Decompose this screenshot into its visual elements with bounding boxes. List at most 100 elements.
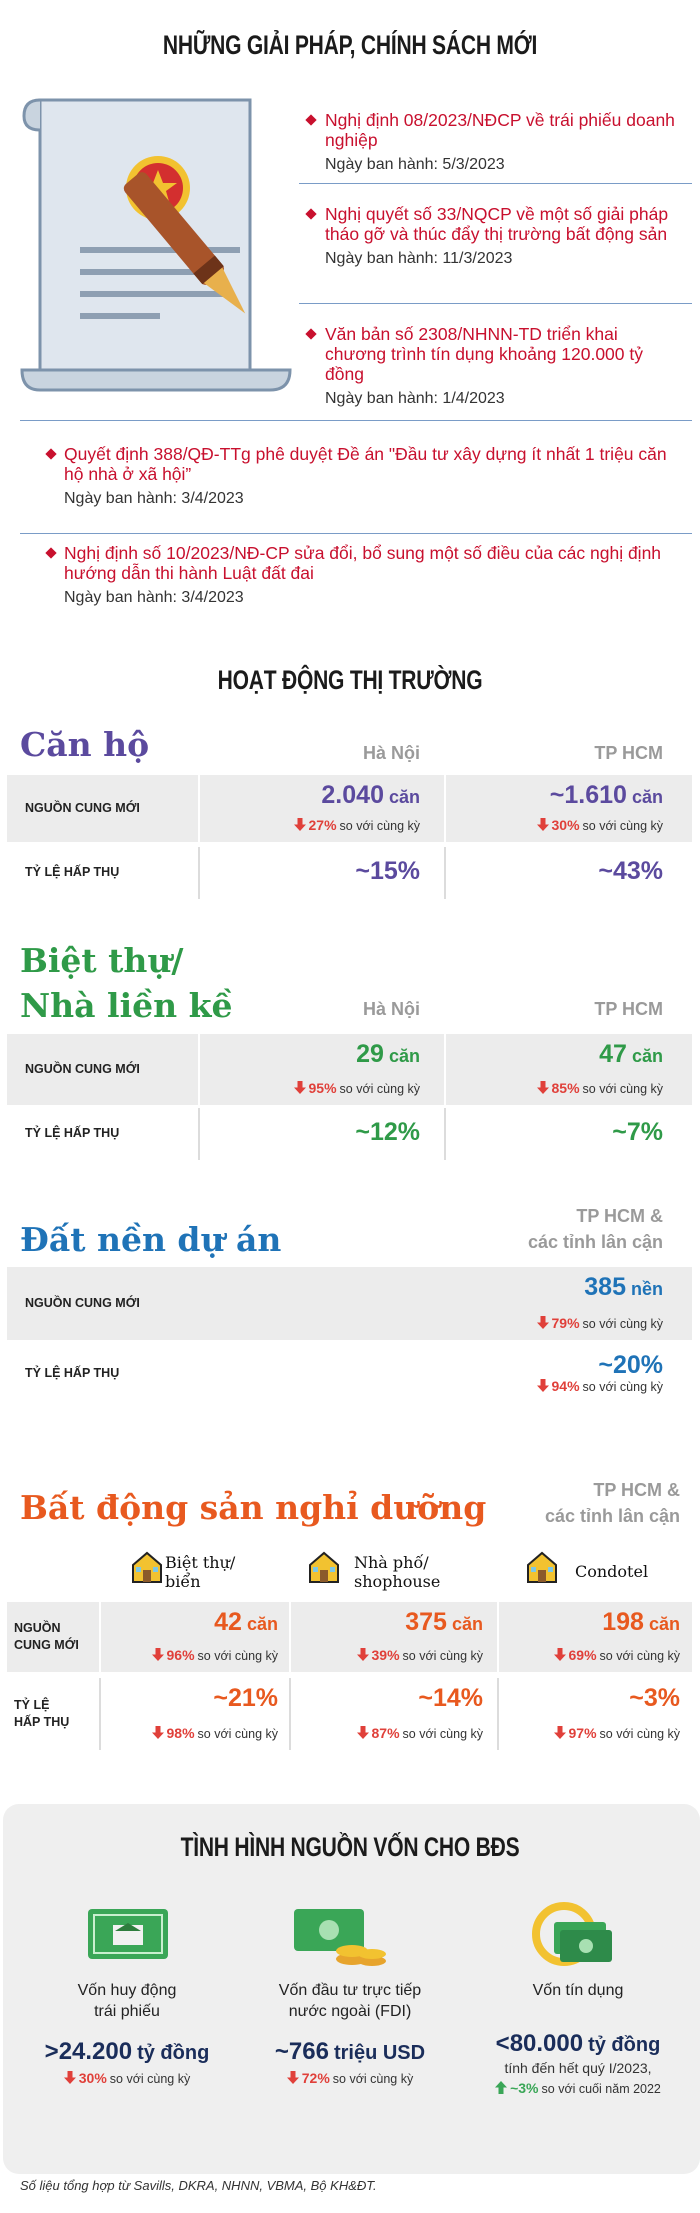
document-illustration (20, 98, 292, 392)
arrow-down-icon (553, 1726, 566, 1744)
arrow-down-icon (536, 1316, 549, 1334)
arrow-down-shape (356, 1726, 369, 1739)
column-divider (99, 1678, 101, 1750)
row-background (7, 847, 692, 899)
change: 27% (308, 817, 337, 833)
column-divider (497, 1602, 499, 1672)
arrow-down-shape (356, 1648, 369, 1661)
building-icon (309, 1551, 339, 1583)
row-label: TỶ LỆ HẤP THỤ (14, 1698, 70, 1729)
value: 29 (356, 1040, 384, 1068)
value: ~14% (418, 1684, 483, 1712)
section-title: Đất nền dự án (20, 1220, 282, 1259)
unit: căn (388, 787, 420, 807)
unit: căn (631, 1046, 663, 1066)
row-background (7, 1345, 692, 1403)
change: 69% (568, 1647, 597, 1663)
funding-item: Vốn huy động trái phiếu >24.200 tỷ đồng 30%… (17, 1980, 237, 2089)
bullet-diamond (305, 328, 317, 340)
arrow-down-icon (356, 1726, 369, 1744)
category-icon (525, 1550, 559, 1589)
cell-change: 79% so với cùng kỳ (536, 1315, 663, 1334)
cell-change: 27% so với cùng kỳ (293, 817, 420, 836)
cell-value: ~20% (598, 1351, 663, 1380)
value: ~766 (274, 2038, 329, 2065)
row-label: NGUỒN CUNG MỚI (25, 1295, 140, 1310)
change: 39% (371, 1647, 400, 1663)
arrow-down-icon (356, 1648, 369, 1666)
arrow-down-shape (293, 1081, 306, 1094)
change-note: so với cùng kỳ (339, 1082, 420, 1096)
column-divider (497, 1678, 499, 1750)
value: 42 (214, 1608, 242, 1636)
row-label: TỶ LỆ HẤP THỤ (25, 1126, 120, 1140)
column-divider (198, 847, 200, 899)
arrow-down-icon (293, 818, 306, 836)
category-label: Biệt thự/ biển (165, 1553, 236, 1591)
value: ~20% (598, 1351, 663, 1379)
separator (20, 533, 692, 534)
cell-change: 85% so với cùng kỳ (536, 1080, 663, 1099)
unit: căn (631, 787, 663, 807)
fdi-icon (294, 1909, 386, 1966)
funding-value: >24.200 tỷ đồng (17, 2038, 237, 2066)
policy-item: Nghị định số 10/2023/NĐ-CP sửa đổi, bổ s… (64, 543, 684, 608)
policy-title: Nghị định số 10/2023/NĐ-CP sửa đổi, bổ s… (64, 543, 662, 583)
value: 385 (584, 1273, 626, 1301)
row-background (7, 1034, 692, 1105)
value: 47 (599, 1040, 627, 1068)
bullet-diamond (45, 448, 57, 460)
row-background (7, 1267, 692, 1340)
cell-change: 97% so với cùng kỳ (553, 1725, 680, 1744)
value: >24.200 (44, 2038, 133, 2065)
value: ~15% (355, 857, 420, 885)
change: 95% (308, 1080, 337, 1096)
arrow-down-shape (536, 1316, 549, 1329)
cell-value: ~7% (612, 1118, 663, 1147)
arrow-down-shape (553, 1726, 566, 1739)
change-note: so với cùng kỳ (197, 1727, 278, 1741)
arrow-down-shape (536, 1379, 549, 1392)
policy-item: Nghị định 08/2023/NĐCP về trái phiếu doa… (325, 110, 680, 175)
market-title: HOẠT ĐỘNG THỊ TRƯỜNG (217, 665, 483, 695)
change-note: so với cuối năm 2022 (541, 2082, 661, 2096)
cell-change: 87% so với cùng kỳ (356, 1725, 483, 1744)
cell-change: 98% so với cùng kỳ (151, 1725, 278, 1744)
cell-change: 95% so với cùng kỳ (293, 1080, 420, 1099)
arrow-down-shape (151, 1648, 164, 1661)
policy-item: Quyết định 388/QĐ-TTg phê duyệt Đề án "Đ… (64, 444, 684, 509)
unit: căn (451, 1614, 483, 1634)
change-note: so với cùng kỳ (339, 819, 420, 833)
value: ~21% (213, 1684, 278, 1712)
unit: căn (388, 1046, 420, 1066)
arrow-up-icon (495, 2081, 508, 2099)
cell-value: 29 căn (356, 1040, 420, 1069)
value: 198 (602, 1608, 644, 1636)
unit: căn (648, 1614, 680, 1634)
bullet-diamond (305, 114, 317, 126)
change: 30% (78, 2070, 107, 2086)
change: ~3% (510, 2080, 539, 2096)
arrow-up-shape (495, 2081, 508, 2094)
building-icon (527, 1551, 557, 1583)
arrow-down-icon (63, 2071, 76, 2089)
change: 98% (166, 1725, 195, 1741)
funding-change: ~3% so với cuối năm 2022 (468, 2080, 688, 2099)
arrow-down-icon (151, 1648, 164, 1666)
value: <80.000 (495, 2030, 584, 2057)
change: 97% (568, 1725, 597, 1741)
change: 30% (551, 817, 580, 833)
column-header: Hà Nội (362, 999, 420, 1019)
funding-period: tính đến hết quý I/2023, (504, 2060, 652, 2076)
change-note: so với cùng kỳ (582, 1380, 663, 1394)
column-divider (444, 775, 446, 842)
category-icon (130, 1550, 164, 1589)
column-divider (99, 1602, 101, 1672)
change: 96% (166, 1647, 195, 1663)
change-note: so với cùng kỳ (599, 1649, 680, 1663)
value: ~7% (612, 1118, 663, 1146)
policy-item: Văn bản số 2308/NHNN-TD triển khai chươn… (325, 324, 680, 409)
cell-change: 94% so với cùng kỳ (536, 1378, 663, 1397)
cell-value: ~1.610 căn (550, 781, 663, 810)
row-label: TỶ LỆ HẤP THỤ (25, 1366, 120, 1380)
